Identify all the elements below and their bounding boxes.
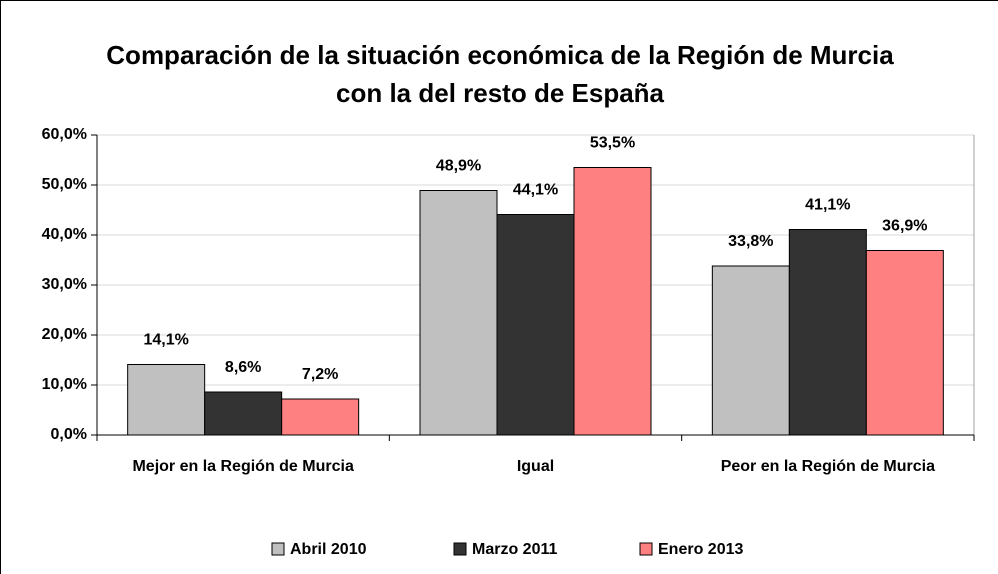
legend-label: Enero 2013 [658, 541, 743, 558]
legend-label: Marzo 2011 [472, 541, 557, 558]
data-label: 33,8% [728, 233, 773, 250]
legend-label: Abril 2010 [290, 541, 367, 558]
legend-swatch [271, 542, 285, 556]
y-tick-label: 50,0% [42, 176, 87, 193]
bar [204, 391, 283, 436]
data-label: 14,1% [143, 332, 188, 349]
legend-swatch [453, 542, 467, 556]
chart-title: Comparación de la situación económica de… [106, 40, 894, 108]
bar [127, 364, 206, 436]
x-tick-label: Peor en la Región de Murcia [720, 458, 935, 475]
y-tick-label: 20,0% [42, 326, 87, 343]
data-label: 7,2% [302, 366, 338, 383]
data-label: 44,1% [513, 182, 558, 199]
bar [419, 190, 498, 436]
bar [573, 167, 652, 436]
y-tick-label: 30,0% [42, 276, 87, 293]
data-label: 53,5% [590, 135, 635, 152]
x-tick-label: Mejor en la Región de Murcia [132, 458, 354, 475]
bar [496, 214, 575, 436]
data-label: 41,1% [805, 197, 850, 214]
data-label: 48,9% [436, 158, 481, 175]
data-label: 8,6% [225, 359, 261, 376]
bar [711, 265, 790, 436]
y-tick-label: 0,0% [51, 426, 87, 443]
y-tick-label: 40,0% [42, 226, 87, 243]
bar [865, 250, 944, 436]
y-tick-label: 60,0% [42, 126, 87, 143]
x-tick-label: Igual [516, 458, 555, 475]
data-label: 36,9% [882, 218, 927, 235]
legend-swatch [639, 542, 653, 556]
y-tick-label: 10,0% [42, 376, 87, 393]
bar [281, 398, 360, 436]
bar [788, 229, 867, 436]
